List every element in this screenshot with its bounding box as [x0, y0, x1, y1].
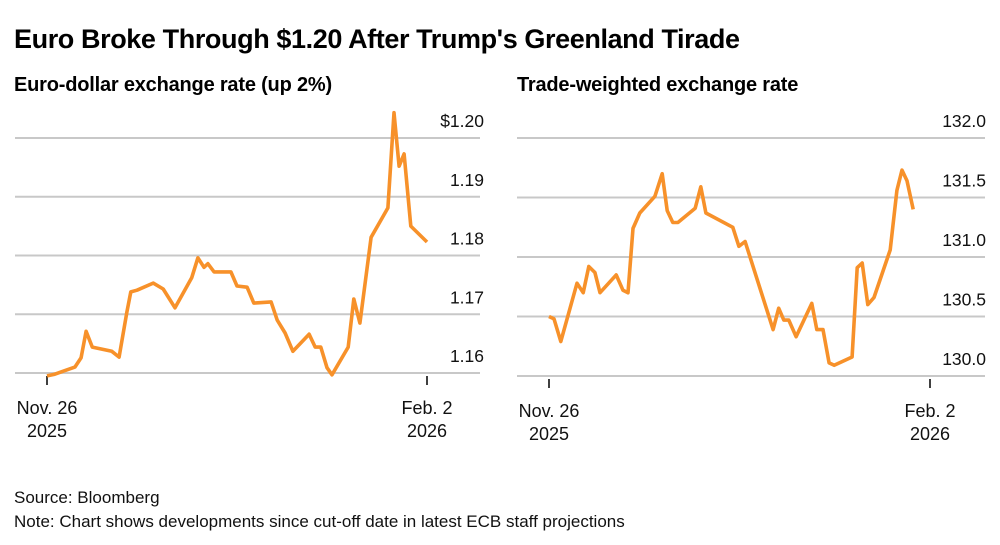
y-tick-label: 132.0 — [942, 111, 986, 131]
chart-title: Euro Broke Through $1.20 After Trump's G… — [14, 24, 740, 54]
series-line — [548, 168, 915, 368]
y-tick-label: 1.17 — [450, 287, 484, 307]
right-panel-title: Trade-weighted exchange rate — [517, 74, 799, 96]
x-tick-label-year: 2025 — [27, 421, 67, 441]
y-tick-label: 130.5 — [942, 290, 986, 310]
x-tick-label: Feb. 2 — [401, 398, 452, 418]
left-panel-title: Euro-dollar exchange rate (up 2%) — [14, 74, 332, 96]
y-tick-label: 1.18 — [450, 229, 484, 249]
euro-dollar-panel: 1.16 1.17 1.18 1.19 $1.20 Nov. 26 2025 Feb. 2 20… — [15, 110, 484, 441]
y-tick-label: 1.16 — [450, 346, 484, 366]
x-tick-label-year: 2025 — [529, 424, 569, 444]
footnote: Note: Chart shows developments since cut… — [14, 512, 625, 531]
x-tick-label: Nov. 26 — [519, 401, 580, 421]
x-tick-label: Feb. 2 — [904, 401, 955, 421]
x-tick-label-year: 2026 — [910, 424, 950, 444]
trade-weighted-panel: 130.0 130.5 131.0 131.5 132.0 Nov. 26 2025 Feb.… — [517, 111, 986, 444]
y-tick-label: 131.5 — [942, 171, 986, 191]
y-tick-label: 131.0 — [942, 230, 986, 250]
series-line — [46, 110, 429, 378]
source-note: Source: Bloomberg — [14, 488, 160, 507]
y-tick-label: 1.19 — [450, 170, 484, 190]
y-tick-label: $1.20 — [440, 111, 484, 131]
y-tick-label: 130.0 — [942, 349, 986, 369]
x-tick-label: Nov. 26 — [17, 398, 78, 418]
x-tick-label-year: 2026 — [407, 421, 447, 441]
